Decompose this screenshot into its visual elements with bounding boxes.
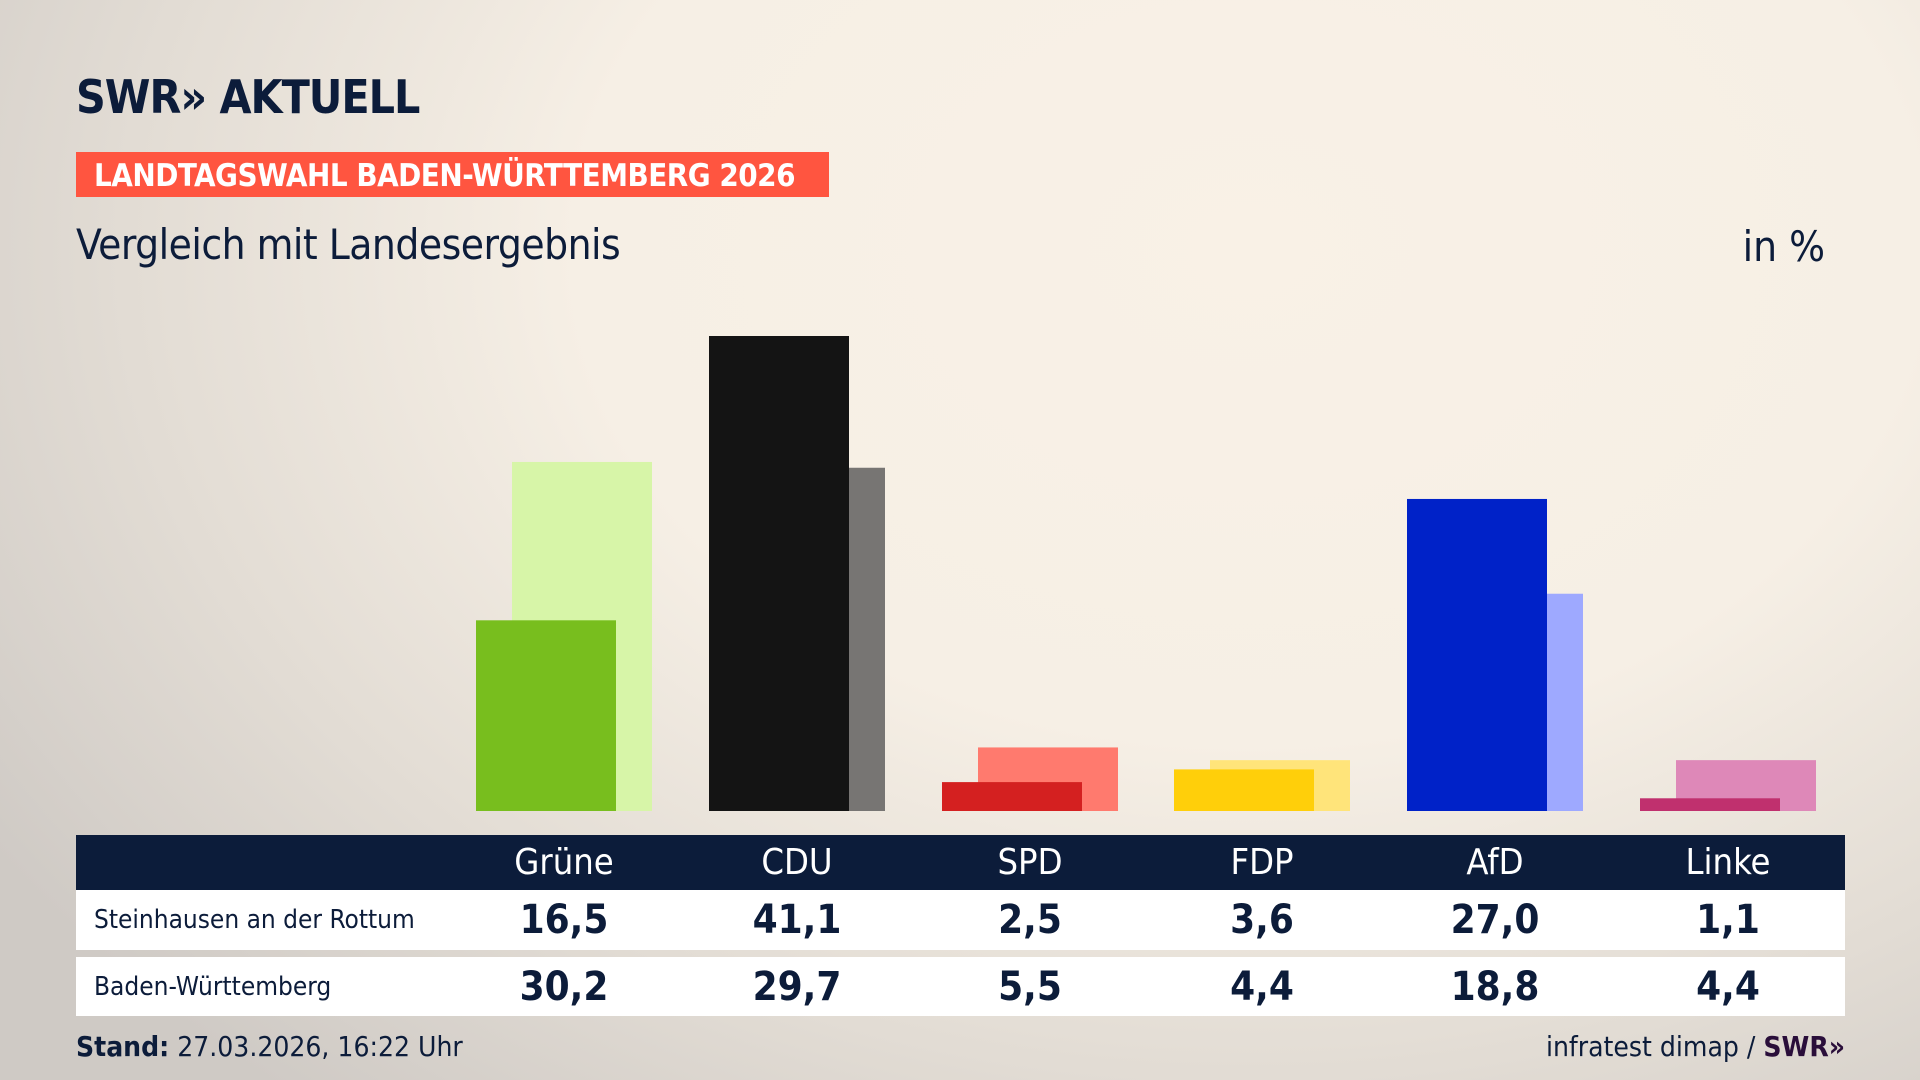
swr-aktuell-logo: SWR» AKTUELL bbox=[76, 70, 420, 124]
value-cell: 16,5 bbox=[519, 897, 609, 943]
source: infratest dimap / SWR» bbox=[1546, 1030, 1845, 1063]
value-cell: 18,8 bbox=[1450, 963, 1540, 1010]
party-header: Linke bbox=[1685, 842, 1771, 883]
row-label: Steinhausen an der Rottum bbox=[94, 905, 415, 935]
local-bar-fdp bbox=[1174, 769, 1314, 811]
bar-chart bbox=[476, 336, 1816, 811]
local-bar-cdu bbox=[709, 336, 849, 811]
chart-title: Vergleich mit Landesergebnis bbox=[76, 220, 621, 269]
value-cell: 41,1 bbox=[752, 897, 842, 943]
value-cell: 27,0 bbox=[1450, 897, 1540, 943]
stand-label: Stand: bbox=[76, 1030, 170, 1063]
party-header: CDU bbox=[761, 842, 833, 883]
table-header: Grüne CDU SPD FDP AfD Linke bbox=[76, 835, 1845, 890]
table-row: Baden-Württemberg 30,2 29,7 5,5 4,4 18,8… bbox=[76, 957, 1845, 1016]
value-cell: 5,5 bbox=[998, 963, 1062, 1010]
local-bar-linke bbox=[1640, 798, 1780, 811]
election-banner: LANDTAGSWAHL BADEN-WÜRTTEMBERG 2026 bbox=[76, 152, 829, 197]
value-cell: 2,5 bbox=[998, 897, 1062, 943]
party-header: Grüne bbox=[514, 842, 614, 883]
value-cell: 4,4 bbox=[1696, 963, 1760, 1010]
source-text: infratest dimap / bbox=[1545, 1030, 1756, 1063]
unit-label: in % bbox=[1742, 222, 1825, 271]
party-header: AfD bbox=[1466, 842, 1524, 883]
party-header: FDP bbox=[1230, 842, 1294, 883]
row-label: Baden-Württemberg bbox=[94, 971, 332, 1002]
table-row: Steinhausen an der Rottum 16,5 41,1 2,5 … bbox=[76, 890, 1845, 950]
value-cell: 1,1 bbox=[1696, 897, 1760, 943]
local-bar-grüne bbox=[476, 620, 616, 811]
value-cell: 4,4 bbox=[1230, 963, 1294, 1010]
local-bar-afd bbox=[1407, 498, 1547, 811]
swr-logo: SWR» bbox=[1763, 1030, 1845, 1063]
party-header: SPD bbox=[997, 842, 1063, 883]
timestamp: Stand: 27.03.2026, 16:22 Uhr bbox=[76, 1030, 463, 1063]
stand-value: 27.03.2026, 16:22 Uhr bbox=[177, 1030, 463, 1063]
value-cell: 29,7 bbox=[752, 963, 842, 1010]
value-cell: 3,6 bbox=[1230, 897, 1294, 943]
value-cell: 30,2 bbox=[519, 963, 609, 1010]
local-bar-spd bbox=[942, 782, 1082, 811]
